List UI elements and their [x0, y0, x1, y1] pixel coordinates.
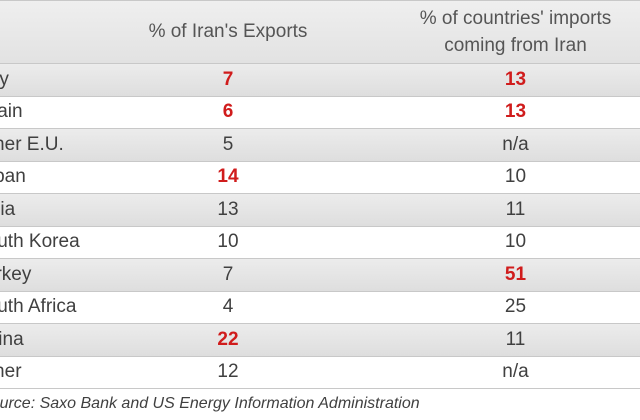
- imports-cell: n/a: [502, 361, 529, 383]
- header-exports: % of Iran's Exports: [148, 21, 308, 42]
- table-header-row: % of Iran's Exports % of countries' impo…: [0, 1, 640, 64]
- exports-cell: 7: [222, 263, 234, 285]
- country-cell: Italy: [0, 68, 9, 90]
- imports-cell: n/a: [502, 133, 529, 155]
- header-imports-line-2: coming from Iran: [444, 35, 587, 56]
- header-imports: % of countries' imports coming from Iran: [363, 5, 640, 59]
- exports-cell: 4: [222, 296, 234, 318]
- country-cell: India: [0, 198, 16, 220]
- imports-cell: 11: [505, 198, 526, 220]
- table-row: Japan 14 10: [0, 161, 640, 194]
- header-imports-line-1: % of countries' imports: [419, 8, 612, 29]
- imports-cell: 13: [504, 68, 527, 90]
- exports-cell: 10: [217, 231, 239, 253]
- imports-cell: 13: [504, 101, 527, 123]
- imports-cell: 10: [504, 166, 527, 188]
- table-row: Turkey 7 51: [0, 259, 640, 292]
- country-cell: Spain: [0, 101, 23, 123]
- table-row: China 22 11: [0, 324, 640, 357]
- iran-exports-table: % of Iran's Exports % of countries' impo…: [0, 0, 640, 389]
- table-row: Italy 7 13: [0, 64, 640, 97]
- country-cell: China: [0, 328, 24, 350]
- table-row: Other 12 n/a: [0, 356, 640, 389]
- source-note: Source: Saxo Bank and US Energy Informat…: [0, 395, 420, 412]
- exports-cell: 12: [217, 361, 239, 383]
- exports-cell: 6: [222, 101, 234, 123]
- country-cell: South Korea: [0, 231, 80, 253]
- table-row: Other E.U. 5 n/a: [0, 129, 640, 162]
- exports-cell: 7: [222, 68, 234, 90]
- table-row: South Africa 4 25: [0, 291, 640, 324]
- imports-cell: 10: [504, 231, 527, 253]
- country-cell: South Africa: [0, 296, 77, 318]
- country-cell: Other: [0, 361, 22, 383]
- table-row: Spain 6 13: [0, 96, 640, 129]
- table-row: India 13 11: [0, 194, 640, 227]
- table-body: Italy 7 13 Spain 6 13 Other E.U. 5 n/a Japan 14 10 I…: [0, 64, 640, 389]
- exports-cell: 14: [217, 166, 239, 188]
- country-cell: Japan: [0, 166, 26, 188]
- table-row: South Korea 10 10: [0, 226, 640, 259]
- imports-cell: 51: [504, 263, 527, 285]
- exports-cell: 5: [222, 133, 234, 155]
- exports-cell: 13: [217, 198, 239, 220]
- country-cell: Turkey: [0, 263, 32, 285]
- exports-cell: 22: [217, 328, 239, 350]
- imports-cell: 11: [505, 328, 526, 350]
- country-cell: Other E.U.: [0, 133, 64, 155]
- imports-cell: 25: [504, 296, 527, 318]
